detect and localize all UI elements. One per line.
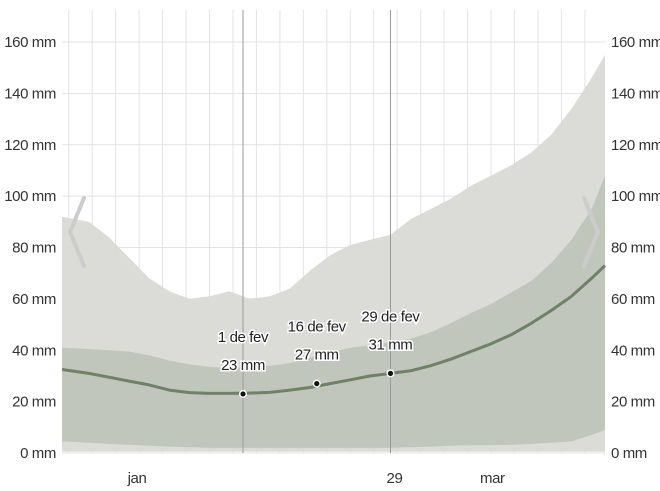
next-button[interactable] [582,196,600,268]
median-line [61,264,607,395]
y-axis-right: 0 mm 20 mm 40 mm 60 mm 80 mm 100 mm 120 mm 140 … [611,34,660,462]
x-axis: jan 29 mar [127,470,506,487]
annotations: 1 de fev 23 mm 16 de fev 27 mm 29 de fev 31 m… [216,307,422,398]
annotation-date: 1 de fev [218,329,269,346]
y-tick-label-right: 20 mm [611,394,655,411]
annotation-value: 31 mm [369,336,413,353]
y-tick-label-left: 40 mm [12,342,56,359]
y-tick-label-right: 0 mm [611,445,647,462]
y-tick-label-left: 60 mm [12,291,56,308]
x-tick-label: mar [480,470,505,487]
y-axis-left: 0 mm 20 mm 40 mm 60 mm 80 mm 100 mm 120 mm 140 … [4,34,56,462]
y-tick-label-left: 120 mm [4,137,56,154]
day-markers [242,10,391,453]
annotation-dot [387,370,394,376]
y-tick-label-right: 120 mm [611,137,660,154]
band-25-75-percentile [62,175,605,448]
annotation: 16 de fev 27 mm [286,317,349,388]
y-tick-label-right: 140 mm [611,85,660,102]
y-tick-label-left: 80 mm [12,240,56,257]
x-tick-label: jan [127,470,147,487]
annotation-date: 16 de fev [288,319,347,336]
chevron-right-icon [582,196,600,268]
median-line-group [61,264,607,395]
navigation [68,196,600,268]
percentile-bands [62,54,605,452]
prev-button[interactable] [68,196,86,268]
annotation: 1 de fev 23 mm [216,327,271,398]
y-tick-label-left: 100 mm [4,188,56,205]
y-tick-label-right: 40 mm [611,342,655,359]
y-tick-label-left: 140 mm [4,85,56,102]
annotation-value: 27 mm [295,347,339,364]
chevron-left-icon [68,196,86,268]
y-tick-label-left: 20 mm [12,394,56,411]
y-tick-label-left: 160 mm [4,34,56,51]
y-tick-label-right: 100 mm [611,188,660,205]
annotation-dot [240,391,246,397]
y-tick-label-left: 0 mm [20,445,56,462]
x-tick-label: 29 [387,470,403,487]
y-tick-label-right: 80 mm [611,240,655,257]
y-tick-label-right: 60 mm [611,291,655,308]
annotation-date: 29 de fev [361,308,420,325]
y-tick-label-right: 160 mm [611,34,660,51]
annotation-value: 23 mm [221,357,265,374]
annotation-dot [314,381,320,387]
annotation: 29 de fev 31 mm [360,307,422,378]
